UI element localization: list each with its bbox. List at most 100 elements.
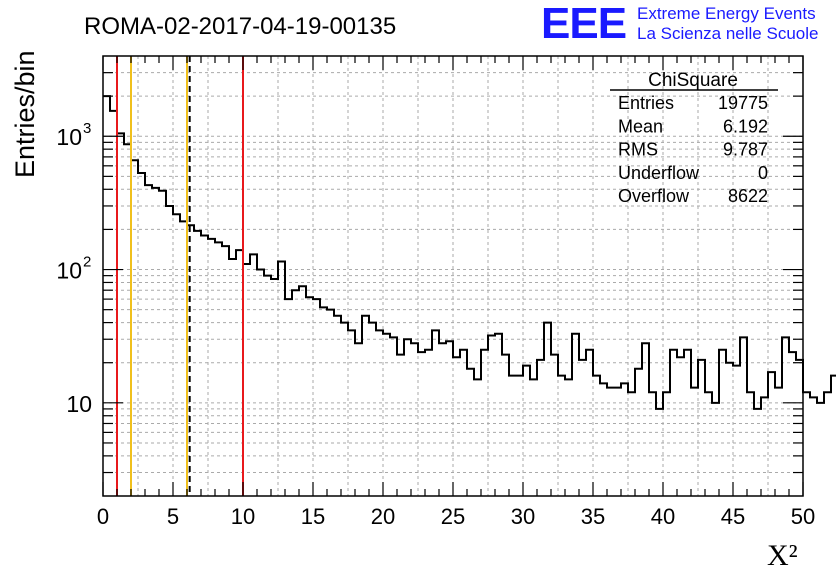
stats-label: Entries <box>618 93 674 113</box>
histogram-bin <box>733 366 740 496</box>
histogram-bin <box>754 409 761 496</box>
histogram-bin <box>418 352 425 496</box>
histogram-bin <box>628 392 635 496</box>
histogram-bin <box>593 376 600 496</box>
histogram-bin <box>236 250 243 496</box>
y-tick-label: 10 <box>56 124 82 150</box>
histogram-bin <box>481 350 488 496</box>
histogram-bin <box>390 337 397 496</box>
histogram-bin <box>544 323 551 496</box>
histogram-bin <box>607 388 614 496</box>
histogram-bin <box>502 355 509 496</box>
histogram-bin <box>453 357 460 496</box>
histogram-bin <box>719 350 726 496</box>
histogram-bin <box>215 242 222 496</box>
stats-label: RMS <box>618 140 658 160</box>
logo-line-1: Extreme Energy Events <box>637 4 816 23</box>
histogram-bin <box>579 360 586 496</box>
histogram-bin <box>698 360 705 496</box>
histogram-bin <box>691 388 698 496</box>
histogram-bin <box>208 239 215 496</box>
histogram-bin <box>796 360 803 496</box>
histogram-bin <box>677 357 684 496</box>
histogram-bin <box>313 299 320 496</box>
histogram-bin <box>439 343 446 496</box>
x-tick-label: 25 <box>441 504 465 529</box>
histogram-bin <box>110 111 117 496</box>
histogram-bin <box>327 310 334 496</box>
histogram-bin <box>404 339 411 496</box>
histogram-bin <box>145 185 152 496</box>
histogram-bin <box>131 160 138 496</box>
stats-label: Overflow <box>618 186 690 206</box>
chart-title: ROMA-02-2017-04-19-00135 <box>84 13 396 40</box>
stats-value: 6.192 <box>723 116 768 136</box>
histogram-bin <box>712 403 719 496</box>
histogram-bin <box>810 397 817 496</box>
histogram-bin <box>782 337 789 496</box>
axis-ticks <box>102 56 804 496</box>
stats-value: 8622 <box>728 186 768 206</box>
histogram-bin <box>138 173 145 496</box>
logo-line-2: La Scienza nelle Scuole <box>637 24 819 43</box>
histogram-bin <box>460 350 467 496</box>
histogram-bin <box>355 343 362 496</box>
histogram-bin <box>299 286 306 496</box>
cut-lines <box>116 56 244 496</box>
histogram-bin <box>495 334 502 496</box>
histogram-bin <box>740 337 747 496</box>
histogram-bin <box>376 330 383 496</box>
histogram-bin <box>663 392 670 496</box>
x-tick-label: 45 <box>721 504 745 529</box>
histogram-bin <box>341 323 348 496</box>
stats-label: Mean <box>618 116 663 136</box>
histogram-bin <box>509 376 516 496</box>
histogram-bin <box>124 144 131 496</box>
histogram-bin <box>159 191 166 496</box>
histogram-bin <box>614 388 621 496</box>
x-tick-label: 0 <box>97 504 109 529</box>
histogram-bin <box>369 323 376 496</box>
histogram-bin <box>467 369 474 496</box>
histogram-bin <box>306 297 313 496</box>
histogram-bin <box>621 383 628 496</box>
histogram-bin <box>572 334 579 496</box>
histogram-bin <box>684 350 691 496</box>
histogram-bin <box>285 299 292 496</box>
histogram-bin <box>411 343 418 496</box>
histogram-bin <box>257 270 264 496</box>
histogram-bin <box>432 330 439 496</box>
x-axis-label: X² <box>767 539 798 572</box>
histogram-bin <box>334 316 341 496</box>
stats-title: ChiSquare <box>648 70 738 91</box>
histogram-bin <box>649 392 656 496</box>
histogram-bin <box>271 279 278 496</box>
histogram-bin <box>348 330 355 496</box>
histogram-bin <box>831 376 836 496</box>
y-tick-label: 10 <box>66 391 92 417</box>
stats-value: 9.787 <box>723 140 768 160</box>
y-tick-exponent: 2 <box>83 254 91 271</box>
histogram-bin <box>474 379 481 496</box>
histogram-bin <box>551 355 558 496</box>
histogram-bin <box>278 261 285 496</box>
histogram-bin <box>824 392 831 496</box>
x-tick-label: 40 <box>651 504 675 529</box>
stats-value: 0 <box>758 163 768 183</box>
y-tick-exponent: 3 <box>83 120 91 137</box>
histogram-bin <box>425 350 432 496</box>
histogram-bin <box>180 221 187 496</box>
histogram-bin <box>726 363 733 496</box>
histogram <box>103 95 836 496</box>
y-tick-label: 10 <box>56 258 82 284</box>
histogram-bin <box>803 392 810 496</box>
histogram-bin <box>565 379 572 496</box>
histogram-bin <box>537 360 544 496</box>
logo-mark: EEE <box>541 0 627 48</box>
histogram-bin <box>194 231 201 496</box>
histogram-bin <box>397 355 404 496</box>
histogram-bin <box>600 383 607 496</box>
grid-lines <box>103 56 803 496</box>
histogram-bin <box>222 246 229 496</box>
